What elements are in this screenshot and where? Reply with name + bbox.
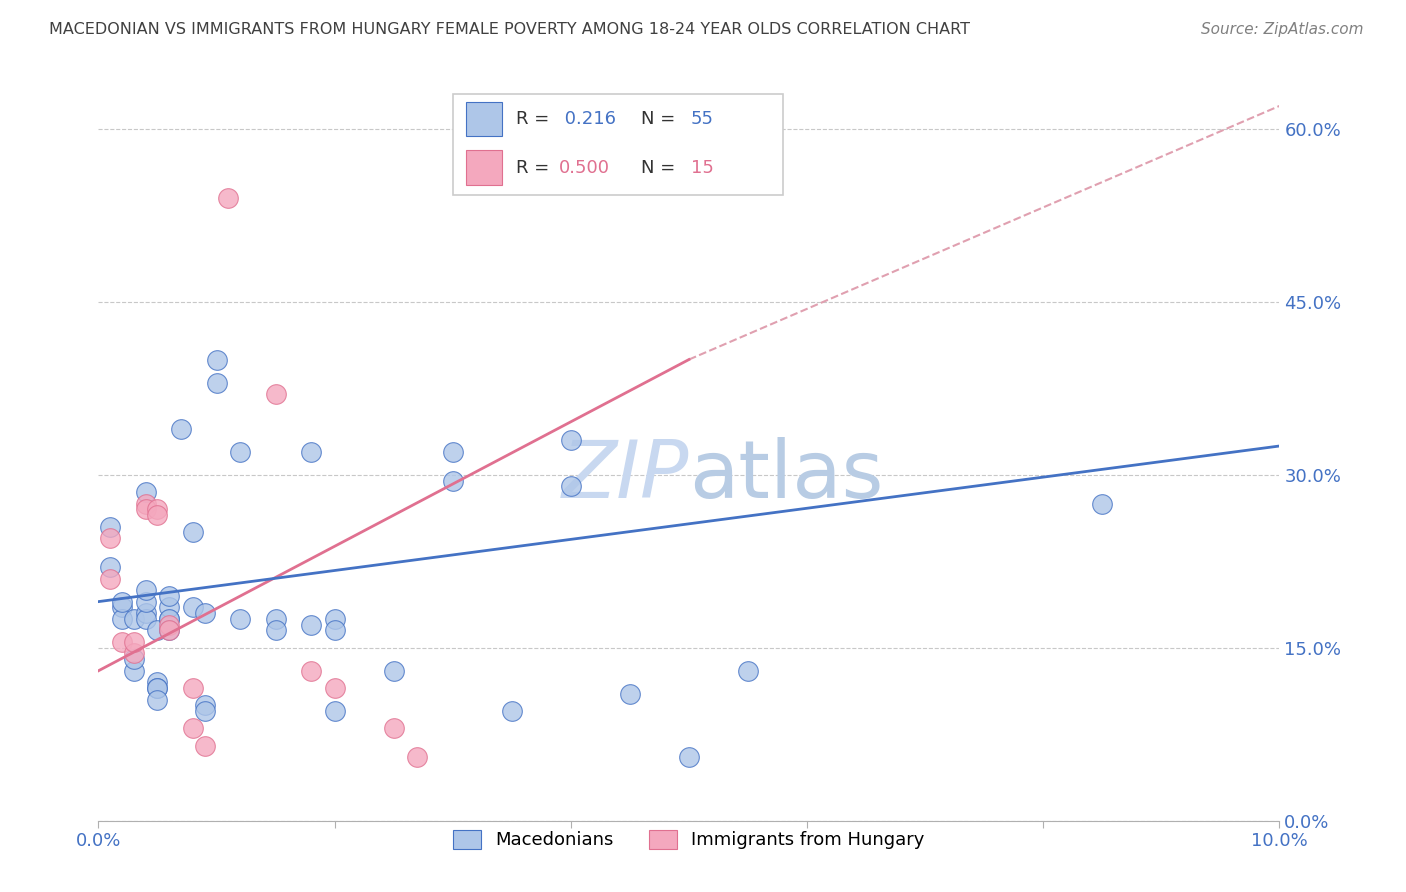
Point [501,704,523,718]
Point [135,497,157,511]
Point [157,612,180,626]
Point [299,664,322,678]
Point [382,722,405,736]
Legend: Macedonians, Immigrants from Hungary: Macedonians, Immigrants from Hungary [446,822,932,856]
Point [194,698,217,713]
Point [157,624,180,638]
Point [146,624,169,638]
Point [264,624,287,638]
Point [441,444,464,458]
Text: ZIP: ZIP [561,437,689,515]
Point [299,617,322,632]
Point [157,589,180,603]
Text: atlas: atlas [689,437,883,515]
Point [560,479,582,493]
Point [146,508,169,523]
Point [264,612,287,626]
Point [122,635,145,649]
Point [157,612,180,626]
Point [205,376,228,390]
Point [157,617,180,632]
Point [678,750,700,764]
Point [146,502,169,516]
Point [181,722,204,736]
Point [135,594,157,608]
Point [194,606,217,620]
Point [170,422,193,436]
Point [323,624,346,638]
Point [406,750,429,764]
Point [135,502,157,516]
Point [737,664,759,678]
Point [194,739,217,753]
Point [111,635,134,649]
Point [122,647,145,661]
Point [205,352,228,367]
Point [181,681,204,695]
Point [323,681,346,695]
Point [299,444,322,458]
Point [146,681,169,695]
Point [1091,497,1114,511]
Point [382,664,405,678]
Point [157,624,180,638]
Point [122,612,145,626]
Point [181,525,204,540]
Point [229,444,252,458]
Text: MACEDONIAN VS IMMIGRANTS FROM HUNGARY FEMALE POVERTY AMONG 18-24 YEAR OLDS CORRE: MACEDONIAN VS IMMIGRANTS FROM HUNGARY FE… [49,22,970,37]
Point [135,485,157,500]
Point [264,387,287,401]
Point [619,687,641,701]
Point [98,572,121,586]
Point [194,704,217,718]
Point [560,434,582,448]
Point [98,519,121,533]
Point [217,191,239,205]
Point [181,600,204,615]
Text: Source: ZipAtlas.com: Source: ZipAtlas.com [1201,22,1364,37]
Point [111,612,134,626]
Point [98,531,121,545]
Point [146,681,169,695]
Point [111,600,134,615]
Point [135,612,157,626]
Point [111,594,134,608]
Point [135,606,157,620]
Point [229,612,252,626]
Point [122,664,145,678]
Point [146,692,169,706]
Point [135,583,157,598]
Point [122,652,145,666]
Point [98,560,121,574]
Point [146,675,169,690]
Point [323,704,346,718]
Point [441,474,464,488]
Point [157,600,180,615]
Point [323,612,346,626]
